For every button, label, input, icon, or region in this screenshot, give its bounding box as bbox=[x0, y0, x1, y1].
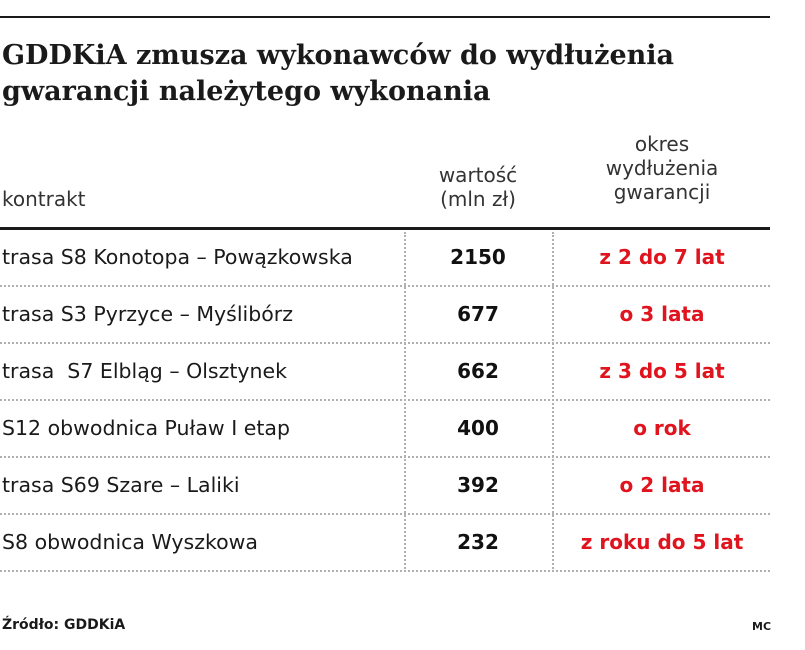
cell-period: z roku do 5 lat bbox=[580, 530, 744, 554]
cell-value: 400 bbox=[457, 416, 499, 440]
cell-value: 2150 bbox=[450, 245, 506, 269]
table-row: trasa S3 Pyrzyce – Myślibórz 677 o 3 lat… bbox=[0, 287, 770, 344]
cell-period: z 3 do 5 lat bbox=[599, 359, 725, 383]
header-contract: kontrakt bbox=[2, 187, 86, 211]
header-value: wartość (mln zł) bbox=[438, 163, 518, 211]
cell-period: z 2 do 7 lat bbox=[599, 245, 725, 269]
cell-period: o 2 lata bbox=[619, 473, 705, 497]
table-body: trasa S8 Konotopa – Powązkowska 2150 z 2… bbox=[0, 230, 770, 572]
cell-period: o 3 lata bbox=[619, 302, 705, 326]
header-rule bbox=[0, 227, 770, 230]
cell-value: 232 bbox=[457, 530, 499, 554]
cell-contract: trasa S3 Pyrzyce – Myślibórz bbox=[2, 302, 293, 326]
cell-period: o rok bbox=[633, 416, 691, 440]
column-separator-value bbox=[404, 232, 406, 572]
cell-value: 677 bbox=[457, 302, 499, 326]
table-row: trasa S7 Elbląg – Olsztynek 662 z 3 do 5… bbox=[0, 344, 770, 401]
cell-value: 662 bbox=[457, 359, 499, 383]
top-rule bbox=[0, 16, 770, 18]
author-credit: MC bbox=[752, 620, 772, 633]
cell-contract: S12 obwodnica Puław I etap bbox=[2, 416, 290, 440]
cell-value: 392 bbox=[457, 473, 499, 497]
table-row: S12 obwodnica Puław I etap 400 o rok bbox=[0, 401, 770, 458]
table-row: S8 obwodnica Wyszkowa 232 z roku do 5 la… bbox=[0, 515, 770, 572]
column-separator-period bbox=[552, 232, 554, 572]
table-row: trasa S8 Konotopa – Powązkowska 2150 z 2… bbox=[0, 230, 770, 287]
table-row: trasa S69 Szare – Laliki 392 o 2 lata bbox=[0, 458, 770, 515]
cell-contract: S8 obwodnica Wyszkowa bbox=[2, 530, 258, 554]
header-period: okres wydłużenia gwarancji bbox=[605, 132, 719, 204]
cell-contract: trasa S7 Elbląg – Olsztynek bbox=[2, 359, 288, 383]
source-note: Źródło: GDDKiA bbox=[2, 617, 126, 633]
cell-contract: trasa S69 Szare – Laliki bbox=[2, 473, 240, 497]
chart-title: GDDKiA zmusza wykonawców do wydłużenia g… bbox=[2, 40, 675, 107]
cell-contract: trasa S8 Konotopa – Powązkowska bbox=[2, 245, 353, 269]
